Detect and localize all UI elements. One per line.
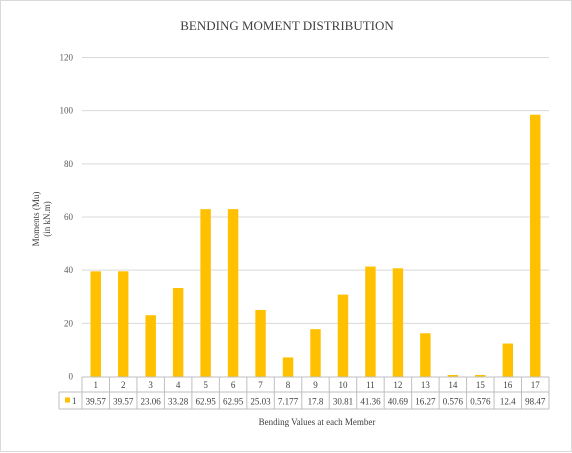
- x-category-label: 12: [393, 380, 402, 390]
- legend-label: 1: [72, 396, 77, 406]
- x-category-label: 11: [366, 380, 375, 390]
- x-category-label: 4: [176, 380, 181, 390]
- data-value-label: 17.8: [308, 397, 324, 407]
- data-value-label: 62.95: [223, 397, 244, 407]
- bar: [200, 209, 211, 377]
- x-category-label: 6: [231, 380, 236, 390]
- x-category-label: 8: [286, 380, 291, 390]
- x-category-label: 14: [448, 380, 458, 390]
- data-value-label: 98.47: [525, 397, 546, 407]
- y-tick-label: 0: [69, 372, 74, 382]
- bar: [90, 271, 101, 377]
- data-value-label: 7.177: [278, 397, 299, 407]
- x-category-label: 3: [148, 380, 153, 390]
- data-value-label: 16.27: [415, 397, 436, 407]
- data-value-label: 41.36: [360, 397, 381, 407]
- bar: [420, 333, 431, 377]
- y-tick-label: 100: [60, 106, 74, 116]
- data-value-label: 40.69: [388, 397, 409, 407]
- y-axis-ticks: 0 20 40 60 80 100 120: [60, 53, 74, 382]
- y-axis-title: Moments (Mu) (in kN.m): [31, 192, 52, 247]
- chart-title: BENDING MOMENT DISTRIBUTION: [180, 18, 394, 33]
- y-axis-title-line2: (in kN.m): [42, 201, 52, 237]
- x-category-label: 9: [313, 380, 318, 390]
- data-value-label: 12.4: [500, 397, 516, 407]
- data-value-label: 0.576: [470, 397, 491, 407]
- bar: [145, 315, 156, 377]
- bar: [282, 357, 294, 377]
- data-value-label: 0.576: [443, 397, 464, 407]
- data-value-label: 33.28: [168, 397, 189, 407]
- bar: [502, 343, 514, 377]
- x-category-label: 5: [203, 380, 208, 390]
- bar: [475, 374, 486, 377]
- legend-key: [65, 397, 70, 403]
- x-axis-title: Bending Values at each Member: [259, 417, 376, 427]
- data-value-label: 39.57: [113, 397, 134, 407]
- gridlines: [82, 57, 549, 324]
- x-category-label: 7: [258, 380, 263, 390]
- bar: [227, 209, 239, 377]
- bar: [530, 114, 541, 377]
- bar: [392, 268, 404, 377]
- y-axis-title-line1: Moments (Mu): [31, 192, 41, 247]
- bar: [255, 309, 266, 377]
- x-category-label: 15: [476, 380, 486, 390]
- bar-series: [90, 114, 541, 377]
- x-category-label: 16: [503, 380, 513, 390]
- data-value-label: 39.57: [86, 397, 107, 407]
- x-category-label: 10: [338, 380, 348, 390]
- bar: [447, 374, 459, 377]
- x-category-label: 1: [93, 380, 98, 390]
- data-value-label: 23.06: [141, 397, 162, 407]
- y-tick-label: 40: [64, 265, 74, 275]
- bar: [365, 266, 376, 377]
- x-category-label: 17: [531, 380, 541, 390]
- bar: [310, 329, 321, 377]
- bar: [172, 288, 184, 377]
- y-tick-label: 80: [64, 159, 74, 169]
- x-category-label: 2: [121, 380, 126, 390]
- bar: [117, 271, 129, 377]
- data-table: 1139.57239.57323.06433.28562.95662.95725…: [58, 376, 550, 410]
- y-tick-label: 20: [64, 318, 74, 328]
- data-value-label: 25.03: [250, 397, 271, 407]
- x-category-label: 13: [421, 380, 431, 390]
- data-value-label: 62.95: [195, 397, 216, 407]
- y-tick-label: 60: [64, 212, 74, 222]
- bar: [337, 294, 349, 377]
- y-tick-label: 120: [60, 53, 74, 63]
- data-value-label: 30.81: [333, 397, 353, 407]
